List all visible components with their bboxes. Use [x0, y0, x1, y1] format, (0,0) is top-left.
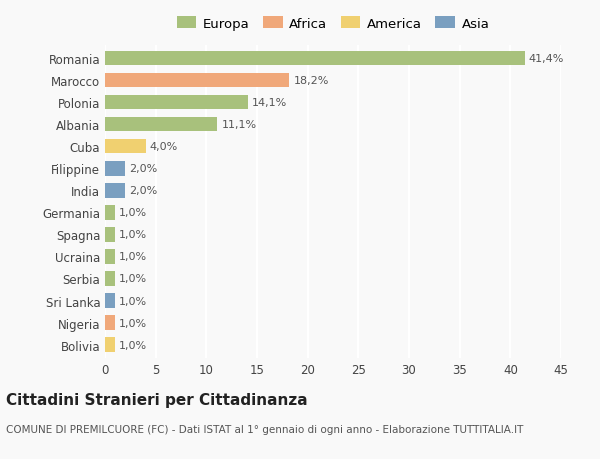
Text: COMUNE DI PREMILCUORE (FC) - Dati ISTAT al 1° gennaio di ogni anno - Elaborazion: COMUNE DI PREMILCUORE (FC) - Dati ISTAT … — [6, 425, 523, 435]
Text: 14,1%: 14,1% — [252, 98, 287, 108]
Text: 4,0%: 4,0% — [149, 142, 178, 152]
Bar — [105, 52, 524, 66]
Bar — [105, 74, 289, 88]
Legend: Europa, Africa, America, Asia: Europa, Africa, America, Asia — [174, 14, 492, 33]
Text: 2,0%: 2,0% — [130, 164, 158, 174]
Bar — [105, 228, 115, 242]
Text: 1,0%: 1,0% — [119, 230, 148, 240]
Bar — [105, 316, 115, 330]
Text: 2,0%: 2,0% — [130, 186, 158, 196]
Bar — [105, 250, 115, 264]
Text: Cittadini Stranieri per Cittadinanza: Cittadini Stranieri per Cittadinanza — [6, 392, 308, 408]
Bar — [105, 206, 115, 220]
Bar — [105, 338, 115, 352]
Text: 18,2%: 18,2% — [293, 76, 329, 86]
Bar — [105, 96, 248, 110]
Bar — [105, 184, 125, 198]
Text: 11,1%: 11,1% — [221, 120, 257, 130]
Bar — [105, 272, 115, 286]
Text: 1,0%: 1,0% — [119, 274, 148, 284]
Bar — [105, 294, 115, 308]
Text: 1,0%: 1,0% — [119, 318, 148, 328]
Text: 1,0%: 1,0% — [119, 208, 148, 218]
Text: 1,0%: 1,0% — [119, 252, 148, 262]
Bar — [105, 162, 125, 176]
Bar — [105, 140, 146, 154]
Bar — [105, 118, 217, 132]
Text: 1,0%: 1,0% — [119, 296, 148, 306]
Text: 1,0%: 1,0% — [119, 340, 148, 350]
Text: 41,4%: 41,4% — [529, 54, 564, 64]
